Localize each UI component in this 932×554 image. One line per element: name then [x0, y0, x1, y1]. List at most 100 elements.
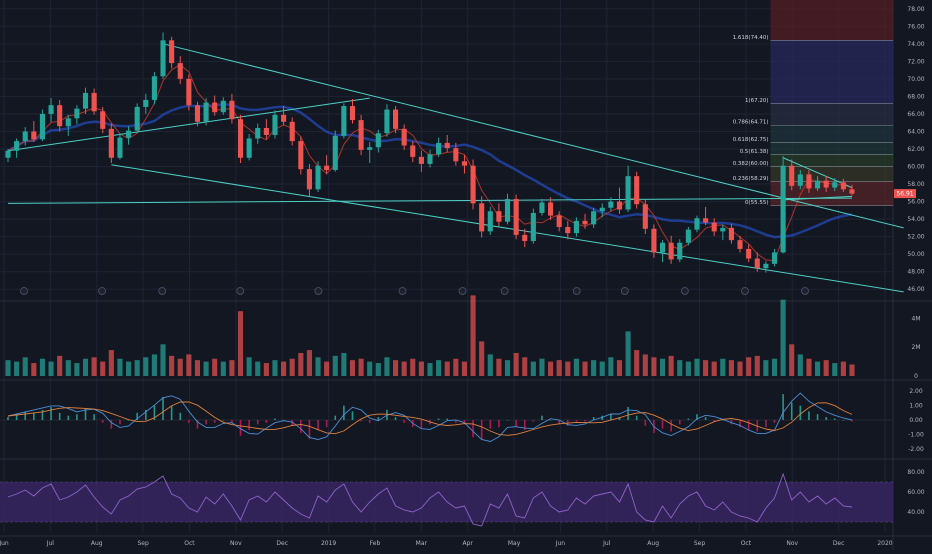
price-axis-label: 48.00 [907, 269, 924, 276]
rsi-axis-label: 60.00 [907, 489, 924, 496]
volume-bar [401, 361, 407, 376]
price-axis-label: 62.00 [907, 146, 924, 153]
volume-axis-label: 0 [914, 373, 918, 380]
candle-body [728, 227, 734, 241]
candle-body [565, 227, 571, 234]
candle-body [237, 119, 244, 158]
macd-histogram-bar [842, 420, 845, 421]
event-marker-icon [236, 287, 245, 295]
volume-bar [306, 350, 312, 376]
candle-body [427, 154, 433, 164]
volume-bar [771, 358, 778, 376]
volume-bar [324, 361, 330, 376]
event-marker-icon [741, 287, 749, 295]
candle-body [324, 165, 330, 171]
price-axis-label: 68.00 [907, 93, 924, 100]
macd-histogram-bar [532, 420, 535, 422]
macd-histogram-bar [50, 407, 52, 420]
candle-body [814, 180, 821, 189]
macd-histogram-bar [851, 420, 853, 422]
volume-bar [229, 360, 235, 376]
volume-bar [513, 352, 519, 376]
macd-histogram-bar [144, 409, 147, 420]
price-axis-label: 58.00 [907, 181, 924, 188]
macd-histogram-bar [575, 420, 578, 422]
volume-bar [789, 344, 795, 376]
time-axis-label: Jul [602, 540, 611, 547]
fib-level-label: 1(67.20) [745, 98, 769, 104]
macd-histogram-bar [222, 420, 225, 421]
candle-body [616, 201, 623, 210]
macd-histogram-bar [24, 411, 27, 420]
candle-body [651, 228, 657, 253]
macd-histogram-bar [308, 420, 311, 439]
volume-bar [642, 354, 648, 376]
volume-bar [298, 352, 304, 376]
macd-histogram-bar [58, 412, 61, 420]
volume-bar [143, 357, 149, 376]
candle-body [720, 227, 726, 232]
candle-body [220, 100, 226, 113]
macd-histogram-bar [317, 420, 319, 431]
macd-histogram-bar [661, 420, 664, 429]
candle-body [410, 145, 416, 157]
macd-histogram-bar [773, 420, 776, 423]
candle-body [341, 106, 347, 136]
volume-bar [410, 358, 416, 376]
candle-body [194, 105, 201, 122]
candle-body [737, 240, 743, 249]
fib-level-label: 0(55.55) [745, 200, 769, 206]
fib-level-label: 0.786(64.71) [733, 120, 769, 126]
macd-histogram-bar [84, 408, 87, 420]
volume-bar [634, 350, 640, 376]
volume-bar [349, 360, 356, 376]
event-marker-icon [458, 287, 467, 295]
candle-body [832, 182, 838, 188]
candle-body [134, 106, 140, 131]
candle-body [82, 92, 89, 109]
candle-body [418, 156, 424, 164]
macd-histogram-bar [127, 420, 130, 421]
volume-bar [814, 361, 821, 376]
macd-histogram-bar [506, 420, 509, 421]
event-markers[interactable] [20, 287, 809, 295]
price-axis-label: 56.00 [907, 199, 924, 206]
time-axis-label: Nov [230, 540, 242, 547]
macd-histogram-bar [799, 405, 802, 420]
candle-body [57, 105, 63, 127]
volume-bar [281, 361, 287, 376]
macd-histogram-bar [188, 420, 190, 423]
macd-histogram-bar [265, 420, 268, 423]
last-price-tag [894, 189, 916, 199]
macd-histogram-bar [739, 420, 741, 428]
time-axis-label: Dec [833, 540, 845, 547]
macd-histogram-bar [403, 420, 405, 423]
macd-histogram-bar [239, 420, 242, 436]
candle-body [780, 165, 786, 253]
price-axis-label: 72.00 [907, 58, 924, 65]
macd-histogram-bar [136, 412, 138, 420]
time-axis-label: Oct [184, 540, 195, 547]
macd-histogram-bar [670, 420, 672, 432]
candle-body [306, 169, 312, 190]
price-axis-label: 74.00 [907, 41, 924, 48]
time-axis-label: Apr [462, 540, 473, 547]
price-candles [5, 32, 855, 273]
macd-histogram-bar [523, 420, 526, 431]
volume-bar [849, 364, 855, 376]
price-axis-label: 64.00 [907, 128, 924, 135]
volume-bar [82, 358, 89, 376]
volume-bar [668, 355, 674, 376]
event-marker-icon [500, 287, 509, 295]
trendline-drawings[interactable] [7, 43, 904, 293]
volume-bar [591, 360, 597, 376]
time-axis-label: Dec [276, 540, 288, 547]
volume-bar [392, 360, 399, 376]
candle-body [100, 111, 106, 129]
volume-bar [22, 357, 28, 376]
event-marker-icon [98, 287, 107, 295]
candle-body [39, 113, 46, 140]
volume-bar [522, 357, 528, 376]
